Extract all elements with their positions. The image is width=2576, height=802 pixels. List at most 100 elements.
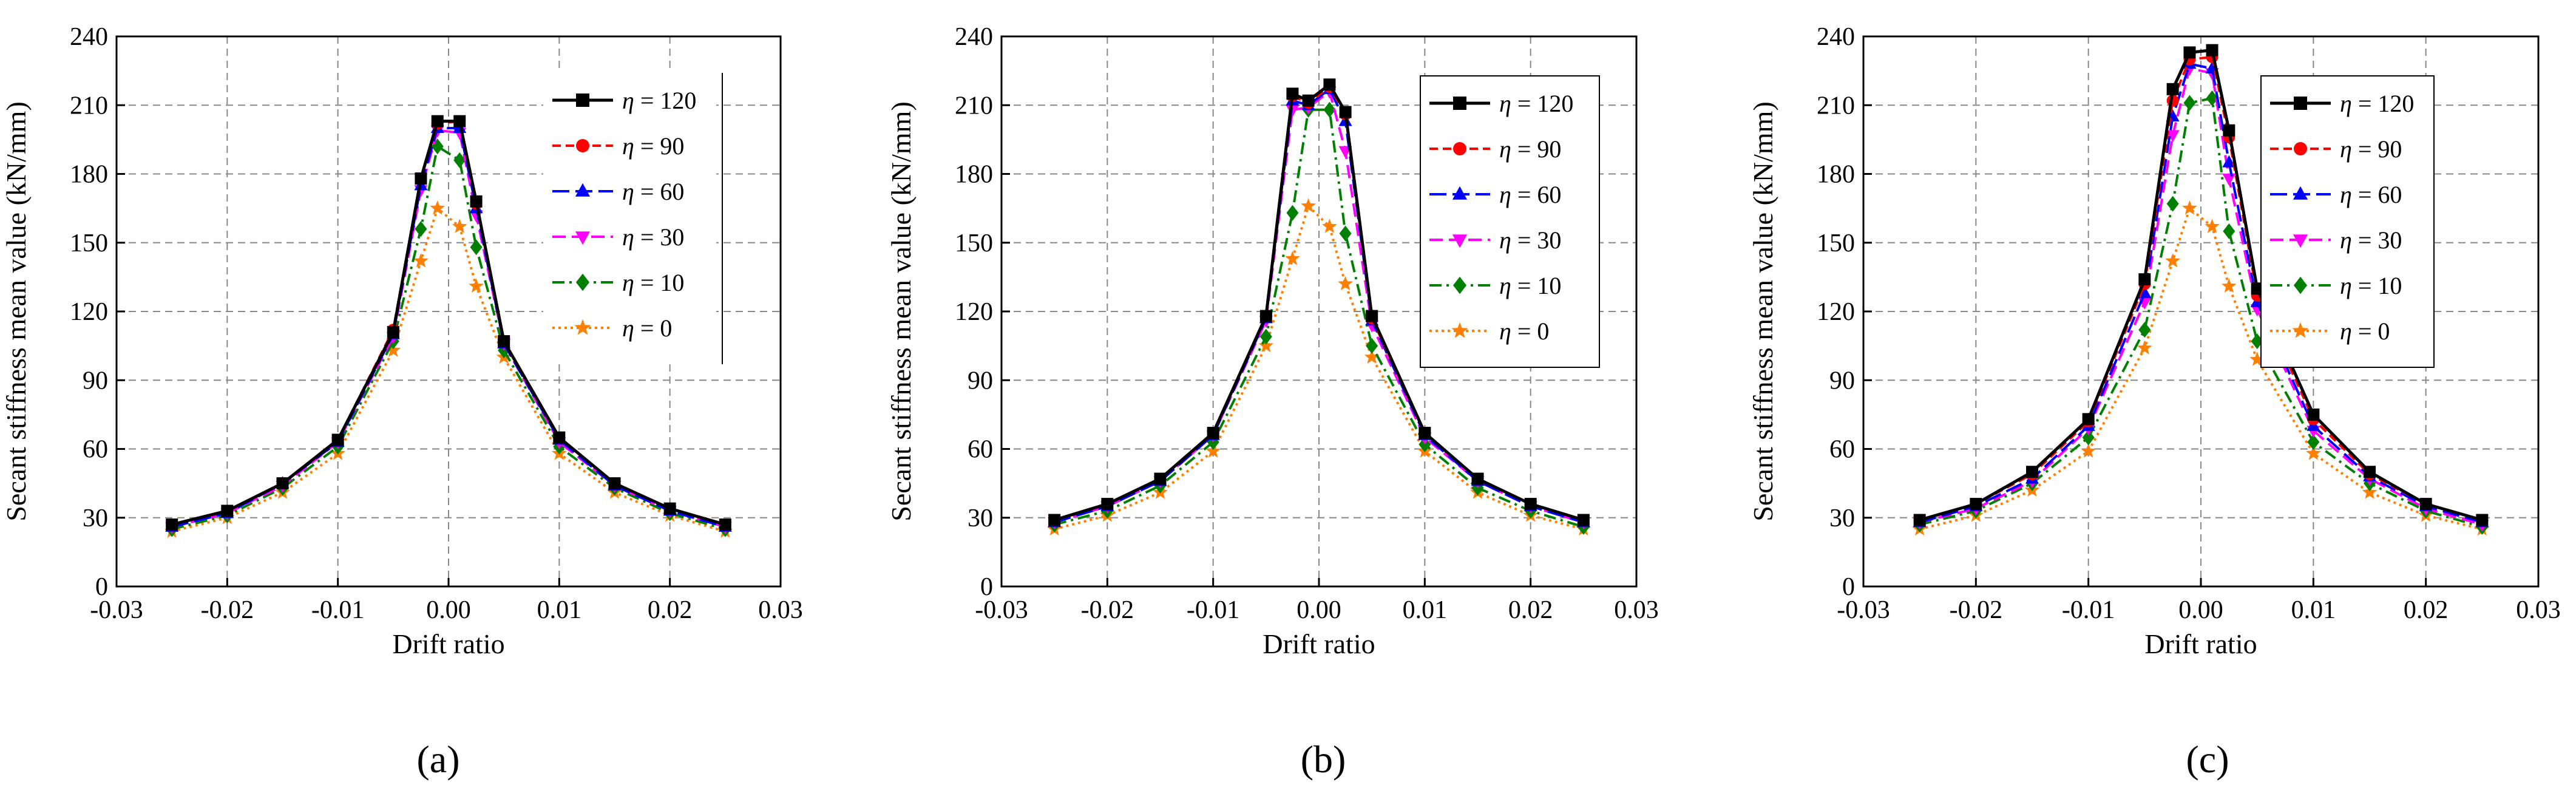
y-tick-label: 90 bbox=[1829, 367, 1855, 395]
series-line-eta60 bbox=[1919, 63, 2483, 524]
legend-eta-symbol: η bbox=[622, 178, 634, 205]
series-line-eta10 bbox=[1919, 97, 2483, 528]
legend-marker-eta60 bbox=[575, 183, 591, 197]
legend-eta-symbol: η bbox=[2340, 272, 2352, 299]
series-line-eta120 bbox=[1054, 83, 1584, 522]
x-tick-label: -0.02 bbox=[1081, 596, 1134, 624]
data-point-eta120 bbox=[1302, 94, 1315, 107]
panel-c: -0.03 -0.02 -0.01 0.00 0.01 0.02 0.03 0 30 60 90 12… bbox=[1747, 23, 2561, 659]
data-point-eta120 bbox=[498, 335, 510, 348]
x-tick-label: 0.01 bbox=[1403, 596, 1448, 624]
legend-label-eta90: η = 90 bbox=[1499, 135, 1561, 163]
y-tick-label: 30 bbox=[968, 505, 993, 532]
panel-label-c: (c) bbox=[2186, 738, 2229, 781]
data-point-eta120 bbox=[1913, 514, 1926, 526]
legend-marker-eta10 bbox=[576, 273, 589, 291]
legend-eta-symbol: η bbox=[622, 132, 634, 160]
data-point-eta120 bbox=[431, 115, 444, 127]
data-point-eta10 bbox=[2183, 95, 2196, 111]
legend-eta-value: = 0 bbox=[1511, 318, 1550, 345]
data-point-eta10 bbox=[453, 152, 466, 168]
data-point-eta120 bbox=[387, 325, 399, 338]
legend-label-eta0: η = 0 bbox=[2340, 318, 2390, 345]
series-line-eta0 bbox=[171, 207, 726, 533]
data-point-eta120 bbox=[415, 172, 427, 185]
data-point-eta30 bbox=[2222, 174, 2236, 186]
data-point-eta0 bbox=[1301, 198, 1316, 212]
data-point-eta120 bbox=[2082, 413, 2095, 426]
series-line-eta0 bbox=[1054, 205, 1584, 531]
data-point-eta0 bbox=[2165, 253, 2181, 268]
data-point-eta0 bbox=[2205, 219, 2220, 233]
data-point-eta0 bbox=[2221, 278, 2237, 293]
data-point-eta0 bbox=[2182, 200, 2197, 215]
legend-label-eta120: η = 120 bbox=[622, 87, 696, 114]
y-tick-label: 240 bbox=[955, 23, 993, 51]
x-tick-label: 0.02 bbox=[1508, 596, 1553, 624]
data-point-eta120 bbox=[553, 431, 566, 444]
y-tick-label: 240 bbox=[70, 23, 108, 51]
data-point-eta120 bbox=[1970, 498, 1982, 511]
data-point-eta0 bbox=[2137, 340, 2152, 355]
legend-eta-value: = 0 bbox=[2352, 318, 2390, 345]
data-point-eta120 bbox=[1286, 87, 1299, 100]
data-point-eta0 bbox=[2081, 443, 2096, 458]
data-point-eta120 bbox=[1154, 472, 1167, 485]
series-line-eta10 bbox=[171, 145, 726, 531]
data-point-eta120 bbox=[2251, 282, 2263, 295]
legend-eta-value: = 60 bbox=[1511, 181, 1562, 208]
x-tick-label: 0.02 bbox=[648, 596, 693, 624]
data-point-eta30 bbox=[1286, 104, 1300, 117]
y-tick-label: 150 bbox=[1817, 229, 1855, 257]
legend-marker-eta30 bbox=[575, 231, 591, 245]
legend-eta-symbol: η bbox=[1499, 318, 1511, 345]
x-tick-label: 0.02 bbox=[2404, 596, 2449, 624]
data-point-eta10 bbox=[2223, 223, 2235, 239]
y-tick-label: 120 bbox=[70, 298, 108, 326]
x-tick-label: 0.00 bbox=[1296, 596, 1341, 624]
x-tick-label: 0.03 bbox=[758, 596, 803, 624]
series-line-eta30 bbox=[171, 129, 726, 528]
data-point-eta120 bbox=[1323, 78, 1336, 91]
y-tick-label: 120 bbox=[955, 298, 993, 326]
legend-label-eta0: η = 0 bbox=[1499, 318, 1549, 345]
data-point-eta0 bbox=[452, 219, 467, 233]
legend-label-eta0: η = 0 bbox=[622, 314, 672, 342]
legend-marker-eta30 bbox=[2293, 234, 2308, 248]
data-point-eta120 bbox=[2476, 514, 2489, 526]
data-point-eta0 bbox=[1258, 338, 1274, 353]
data-point-eta120 bbox=[1524, 498, 1537, 511]
data-point-eta10 bbox=[2251, 333, 2263, 350]
legend-label-eta10: η = 10 bbox=[622, 269, 684, 296]
legend-eta-symbol: η bbox=[2340, 90, 2352, 117]
x-tick-label: -0.02 bbox=[1950, 596, 2003, 624]
data-point-eta120 bbox=[1259, 310, 1272, 322]
data-point-eta0 bbox=[1285, 251, 1300, 265]
y-tick-label: 180 bbox=[955, 161, 993, 189]
legend-eta-symbol: η bbox=[2340, 181, 2352, 208]
data-point-eta10 bbox=[1259, 328, 1272, 345]
x-tick-label: 0.03 bbox=[2516, 596, 2561, 624]
x-tick-label: -0.03 bbox=[90, 596, 143, 624]
legend-label-eta10: η = 10 bbox=[2340, 272, 2402, 299]
series-line-eta120 bbox=[1919, 49, 2483, 522]
legend-eta-value: = 90 bbox=[634, 132, 685, 160]
legend-label-eta10: η = 10 bbox=[1499, 272, 1561, 299]
y-tick-label: 150 bbox=[70, 229, 108, 257]
data-point-eta10 bbox=[2307, 434, 2320, 450]
data-point-eta0 bbox=[1364, 349, 1380, 364]
legend-eta-value: = 10 bbox=[634, 269, 685, 296]
legend-marker-eta0 bbox=[2292, 322, 2309, 338]
panel-a: -0.03 -0.02 -0.01 0.00 0.01 0.02 0.03 0 30 60 90 12… bbox=[1, 23, 803, 659]
legend-eta-value: = 30 bbox=[634, 223, 685, 251]
series-line-eta120 bbox=[171, 120, 726, 526]
legend-eta-symbol: η bbox=[1499, 272, 1511, 299]
legend-eta-value: = 30 bbox=[2352, 226, 2402, 254]
legend-marker-eta90 bbox=[1453, 142, 1466, 155]
data-point-eta0 bbox=[2305, 446, 2321, 460]
panel-b: -0.03 -0.02 -0.01 0.00 0.01 0.02 0.03 0 30 60 90 12… bbox=[886, 23, 1659, 659]
legend-marker-eta0 bbox=[1451, 322, 1468, 338]
legend-label-eta60: η = 60 bbox=[622, 178, 684, 205]
data-point-eta0 bbox=[1338, 276, 1353, 291]
data-point-eta120 bbox=[2419, 498, 2432, 511]
